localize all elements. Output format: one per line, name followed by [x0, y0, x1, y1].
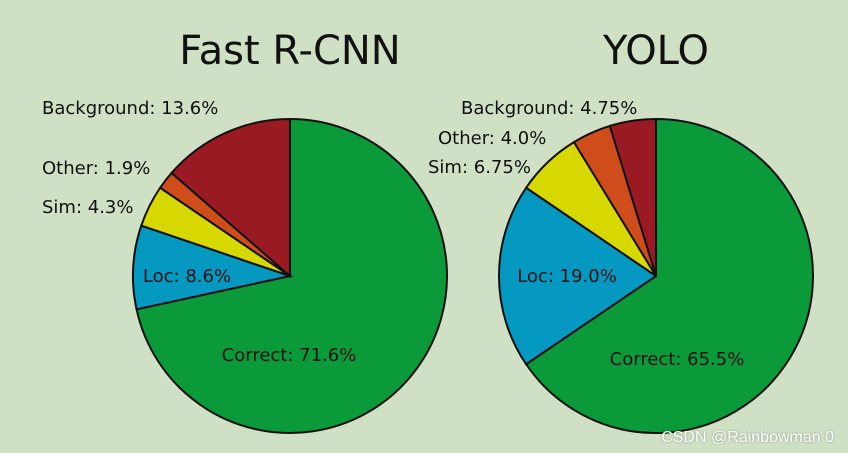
slice-label-background: Background: 4.75%: [461, 98, 637, 119]
pie-chart-2: YOLO Correct: 65.5% Loc: 19.0% Sim: 6.75% Ot…: [428, 28, 814, 434]
pie-slice-background: [608, 117, 657, 277]
slice-label-correct: Correct: 71.6%: [222, 345, 357, 366]
slice-label-sim: Sim: 4.3%: [42, 197, 133, 218]
chart-title: YOLO: [602, 28, 709, 74]
slice-label-sim: Sim: 6.75%: [428, 157, 531, 178]
slice-label-loc: Loc: 19.0%: [517, 266, 617, 287]
slice-label-other: Other: 1.9%: [42, 158, 150, 179]
chart-title: Fast R-CNN: [179, 28, 400, 74]
pie-slice-loc: [498, 186, 658, 366]
slice-label-other: Other: 4.0%: [438, 128, 546, 149]
pie-slice-loc: [132, 224, 294, 311]
slice-label-background: Background: 13.6%: [42, 98, 218, 119]
watermark: CSDN @Rainbowman 0: [661, 429, 834, 446]
pie-slice-correct: [524, 117, 814, 434]
pie-slice-background: [170, 117, 291, 279]
slice-label-loc: Loc: 8.6%: [143, 266, 231, 287]
slice-label-correct: Correct: 65.5%: [610, 349, 745, 370]
pie-chart-1: Fast R-CNN Correct: 71.6% Loc: 8.6% Sim: 4.…: [42, 28, 448, 434]
